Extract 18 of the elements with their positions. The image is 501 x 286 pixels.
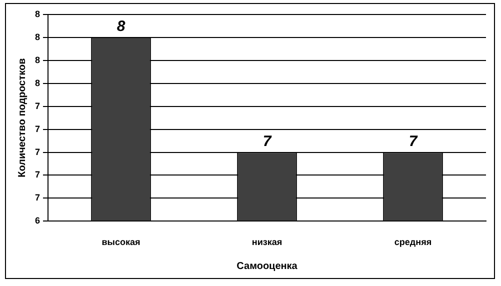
data-label: 7	[262, 132, 272, 150]
y-tick-label: 7	[34, 124, 40, 134]
y-tick-label: 7	[34, 146, 40, 157]
data-label: 7	[408, 132, 418, 150]
y-tick-label: 6	[34, 216, 40, 226]
y-tick-label: 7	[34, 100, 40, 111]
y-tick-label: 8	[34, 78, 40, 88]
y-tick-label: 7	[34, 170, 40, 180]
y-tick-label: 8	[34, 8, 40, 19]
y-axis-title: Количество подростков	[16, 58, 28, 178]
x-tick-label: высокая	[102, 237, 140, 248]
y-tick-label: 8	[34, 32, 40, 42]
x-axis-title: Самооценка	[236, 260, 298, 272]
y-tick-label: 7	[34, 192, 40, 203]
x-tick-label: низкая	[252, 237, 282, 248]
y-tick-label: 8	[34, 54, 40, 65]
x-tick-label: средняя	[394, 237, 432, 248]
data-label: 8	[116, 18, 126, 36]
